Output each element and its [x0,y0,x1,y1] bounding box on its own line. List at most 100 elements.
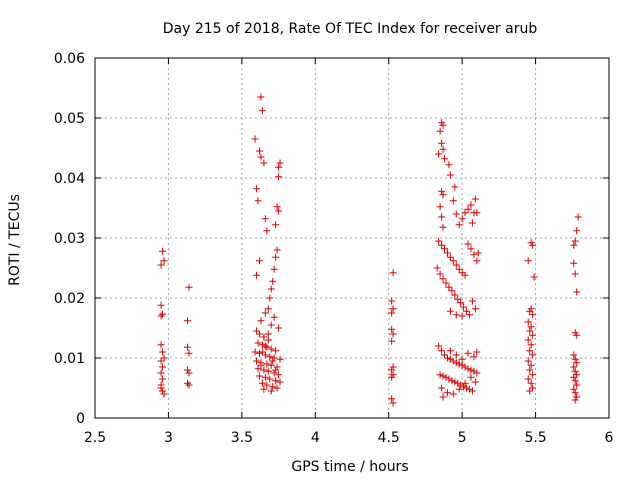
data-point [468,297,476,305]
data-point [529,311,537,319]
data-point [452,210,460,218]
x-tick-label: 5.5 [524,430,546,446]
y-tick-label: 0.02 [54,291,85,307]
data-point [468,219,476,227]
data-point [449,197,457,205]
data-point [185,283,193,291]
data-point [254,339,262,347]
data-point [448,287,456,295]
data-point [272,253,280,261]
data-point [524,357,532,365]
data-point [272,347,280,355]
data-point [251,348,259,356]
data-point [439,121,447,129]
data-point [257,361,265,369]
data-point [270,313,278,321]
data-point [185,369,193,377]
data-point [458,215,466,223]
data-point [571,367,579,375]
data-point [451,378,459,386]
data-point [570,363,578,371]
data-point [276,355,284,363]
data-point [438,241,446,249]
data-point [526,327,534,335]
y-tick-label: 0 [76,411,85,427]
data-point [261,309,269,317]
data-point [471,305,479,313]
data-point [467,201,475,209]
data-point [275,371,283,379]
data-point [438,347,446,355]
data-point [435,342,443,350]
data-point [257,317,265,325]
data-point [184,343,192,351]
data-point [474,249,482,257]
data-point [276,378,284,386]
data-point [388,309,396,317]
data-point [269,383,277,391]
data-point [260,366,268,374]
axis-ticks [94,57,610,419]
data-point [439,372,447,380]
x-tick-label: 5 [458,430,467,446]
data-point [270,369,278,377]
data-point [464,349,472,357]
data-point [527,323,535,331]
data-point [458,312,466,320]
data-point [468,387,476,395]
data-point [467,373,475,381]
data-point [465,311,473,319]
data-point [266,353,274,361]
data-point [573,227,581,235]
data-point [157,301,165,309]
data-point [471,378,479,386]
data-point [452,261,460,269]
data-point [267,321,275,329]
chart-title: Day 215 of 2018, Rate Of TEC Index for r… [163,21,538,37]
data-point [258,107,266,115]
data-point [526,387,534,395]
data-point [388,297,396,305]
data-point [573,331,581,339]
data-point [388,395,396,403]
data-point [442,279,450,287]
data-point [436,127,444,135]
data-point [464,365,472,373]
data-point [157,261,165,269]
data-point [157,384,165,392]
x-tick-label: 4 [311,430,320,446]
data-point [258,348,266,356]
data-point [388,366,396,374]
data-point [445,283,453,291]
data-point [253,185,261,193]
data-point [529,351,537,359]
data-point [451,183,459,191]
data-point [441,351,449,359]
data-point [267,345,275,353]
data-point [571,396,579,404]
data-point [529,371,537,379]
data-point [389,305,397,313]
data-point [261,342,269,350]
data-point [264,305,272,313]
x-tick-label: 3 [164,430,173,446]
data-point [159,348,167,356]
data-point [529,331,537,339]
data-point [273,384,281,392]
data-point [448,377,456,385]
data-point [463,384,471,392]
data-point [574,213,582,221]
x-axis-label: GPS time / hours [291,459,408,475]
data-point [159,310,167,318]
data-point [446,355,454,363]
data-point [269,357,277,365]
data-point [184,366,192,374]
data-point [467,366,475,374]
data-point [438,139,446,147]
data-point [253,271,261,279]
data-point [159,375,167,383]
data-point [446,347,454,355]
y-tick-labels: 0 0.01 0.02 0.03 0.04 0.05 0.06 [54,51,85,427]
gridlines [95,58,609,418]
data-point [184,379,192,387]
